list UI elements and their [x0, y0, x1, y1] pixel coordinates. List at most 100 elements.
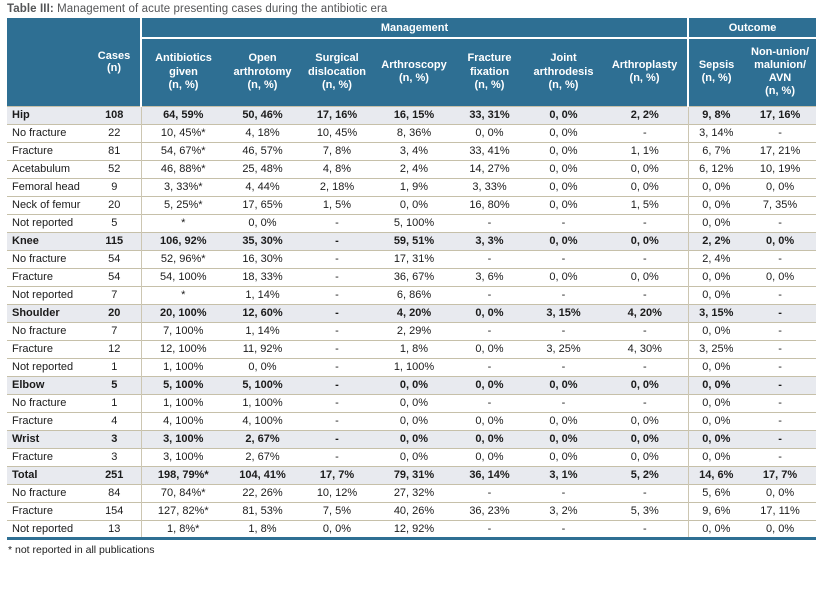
cell-surgical-dislocation: - [300, 375, 374, 394]
cell-arthroplasty: 0, 0% [602, 429, 689, 448]
cell-fracture-fixation: 36, 14% [454, 465, 525, 484]
cell-surgical-dislocation: 7, 5% [300, 501, 374, 520]
corner-cell [7, 18, 88, 106]
row-label: Fracture [7, 339, 88, 358]
cell-antibiotics-given: 1, 100% [140, 357, 225, 376]
row-label: Total [7, 465, 88, 484]
cell-arthroplasty: - [602, 123, 689, 142]
cell-cases: 13 [88, 519, 141, 538]
cell-arthroplasty: - [602, 213, 689, 232]
cell-joint-arthrodesis: 0, 0% [525, 159, 602, 178]
cell-antibiotics-given: 5, 25%* [140, 195, 225, 214]
table-row-knee: Knee 115 106, 92% 35, 30% -59, 51% 3, 3% 0, 0%… [7, 231, 817, 250]
sub-header-row: Antibiotics given (n, %) Open arthrotomy … [7, 38, 817, 106]
cell-joint-arthrodesis: 0, 0% [525, 447, 602, 466]
cell-sepsis: 0, 0% [687, 411, 745, 430]
cell-arthroscopy: 27, 32% [374, 483, 454, 502]
row-label: Not reported [7, 285, 88, 304]
table-row-shoulder: Shoulder 20 20, 100% 12, 60% -4, 20% 0, 0% 3, … [7, 303, 817, 322]
cell-joint-arthrodesis: 3, 2% [525, 501, 602, 520]
cell-fracture-fixation: - [454, 519, 525, 538]
cell-fracture-fixation: 0, 0% [454, 411, 525, 430]
cell-open-arthrotomy: 1, 14% [225, 321, 300, 340]
cell-open-arthrotomy: 11, 92% [225, 339, 300, 358]
table-row-wrist: Wrist 3 3, 100% 2, 67% -0, 0% 0, 0% 0, 0% 0, 0%… [7, 429, 817, 448]
cell-surgical-dislocation: - [300, 303, 374, 322]
cell-cases: 115 [88, 231, 141, 250]
cell-arthroplasty: 0, 0% [602, 231, 689, 250]
row-label: No fracture [7, 249, 88, 268]
cell-arthroplasty: 0, 0% [602, 159, 689, 178]
row-label: Hip [7, 105, 88, 124]
cell-surgical-dislocation: - [300, 429, 374, 448]
row-label: Fracture [7, 501, 88, 520]
cell-sepsis: 6, 7% [687, 141, 745, 160]
table-row-no-fracture: No fracture 22 10, 45%* 4, 18% 10, 45% 8, 36%… [7, 123, 817, 142]
cell-surgical-dislocation: 17, 7% [300, 465, 374, 484]
cell-sepsis: 0, 0% [687, 285, 745, 304]
table-row-fracture: Fracture 81 54, 67%* 46, 57% 7, 8% 3, 4% 33, 4… [7, 141, 817, 160]
cell-joint-arthrodesis: 0, 0% [525, 375, 602, 394]
cell-cases: 22 [88, 123, 141, 142]
cell-arthroscopy: 0, 0% [374, 393, 454, 412]
cell-non-union-malunion-avn: - [744, 321, 817, 340]
table-row-no-fracture: No fracture 54 52, 96%* 16, 30% -17, 31% - - -2… [7, 249, 817, 268]
cell-cases: 5 [88, 375, 141, 394]
cell-surgical-dislocation: - [300, 321, 374, 340]
cell-surgical-dislocation: - [300, 393, 374, 412]
cell-cases: 7 [88, 321, 141, 340]
cell-cases: 54 [88, 249, 141, 268]
cell-open-arthrotomy: 4, 100% [225, 411, 300, 430]
group-header-outcome: Outcome [687, 18, 817, 39]
cell-non-union-malunion-avn: - [744, 339, 817, 358]
cell-arthroscopy: 0, 0% [374, 195, 454, 214]
cell-joint-arthrodesis: - [525, 393, 602, 412]
table-header: Cases (n) Management Outcome Antibiotics… [7, 18, 817, 106]
cell-open-arthrotomy: 4, 18% [225, 123, 300, 142]
cell-non-union-malunion-avn: 17, 21% [744, 141, 817, 160]
column-header-non-union-malunion-avn: Non-union/ malunion/ AVN (n, %) [744, 38, 817, 106]
row-label: Elbow [7, 375, 88, 394]
cell-antibiotics-given: 46, 88%* [140, 159, 225, 178]
cell-non-union-malunion-avn: 17, 7% [744, 465, 817, 484]
table-row-neck-of-femur: Neck of femur 20 5, 25%* 17, 65% 1, 5% 0, 0% 1… [7, 195, 817, 214]
column-header-sepsis: Sepsis (n, %) [687, 38, 745, 106]
cell-cases: 3 [88, 429, 141, 448]
table-row-not-reported: Not reported 7 * 1, 14% -6, 86% - - -0, 0% - [7, 285, 817, 304]
cell-antibiotics-given: 10, 45%* [140, 123, 225, 142]
cell-sepsis: 0, 0% [687, 393, 745, 412]
cell-sepsis: 0, 0% [687, 429, 745, 448]
cell-arthroscopy: 4, 20% [374, 303, 454, 322]
cell-antibiotics-given: 5, 100% [140, 375, 225, 394]
cell-open-arthrotomy: 18, 33% [225, 267, 300, 286]
cell-surgical-dislocation: 4, 8% [300, 159, 374, 178]
cell-open-arthrotomy: 1, 100% [225, 393, 300, 412]
cell-sepsis: 6, 12% [687, 159, 745, 178]
cell-arthroscopy: 0, 0% [374, 447, 454, 466]
cell-arthroscopy: 0, 0% [374, 429, 454, 448]
cell-antibiotics-given: * [140, 213, 225, 232]
column-header-open-arthrotomy: Open arthrotomy (n, %) [225, 38, 300, 106]
cell-open-arthrotomy: 46, 57% [225, 141, 300, 160]
cell-open-arthrotomy: 25, 48% [225, 159, 300, 178]
cell-joint-arthrodesis: 0, 0% [525, 267, 602, 286]
cell-surgical-dislocation: - [300, 249, 374, 268]
cell-sepsis: 2, 4% [687, 249, 745, 268]
cell-arthroscopy: 6, 86% [374, 285, 454, 304]
cell-joint-arthrodesis: - [525, 213, 602, 232]
cell-non-union-malunion-avn: 0, 0% [744, 231, 817, 250]
cell-antibiotics-given: 127, 82%* [140, 501, 225, 520]
cell-arthroplasty: - [602, 393, 689, 412]
cell-surgical-dislocation: - [300, 411, 374, 430]
cell-cases: 1 [88, 393, 141, 412]
cell-sepsis: 5, 6% [687, 483, 745, 502]
cell-open-arthrotomy: 2, 67% [225, 447, 300, 466]
cell-fracture-fixation: 33, 31% [454, 105, 525, 124]
table-row-fracture: Fracture 4 4, 100% 4, 100% -0, 0% 0, 0% 0, 0% 0… [7, 411, 817, 430]
cell-cases: 84 [88, 483, 141, 502]
management-outcome-table: Cases (n) Management Outcome Antibiotics… [7, 18, 817, 540]
cell-antibiotics-given: 20, 100% [140, 303, 225, 322]
cell-sepsis: 9, 6% [687, 501, 745, 520]
cell-surgical-dislocation: 0, 0% [300, 519, 374, 538]
row-label: No fracture [7, 483, 88, 502]
